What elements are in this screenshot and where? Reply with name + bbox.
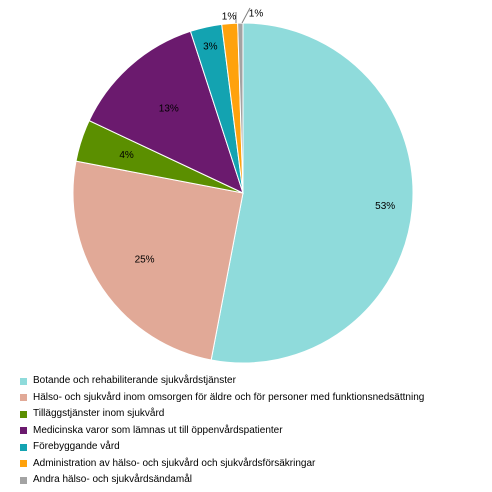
- pie-slice: [237, 22, 244, 194]
- legend-item: Andra hälso- och sjukvårdsändamål: [20, 472, 424, 489]
- legend-label: Administration av hälso- och sjukvård oc…: [33, 457, 316, 469]
- legend-label: Förebyggande vård: [33, 441, 120, 452]
- legend-item: Administration av hälso- och sjukvård oc…: [20, 456, 424, 473]
- legend-swatch: [20, 377, 27, 385]
- pie-slice-label: 53%: [375, 201, 395, 212]
- pie-data-labels: 53% 25% 4% 13% 3% 1% 1%: [119, 9, 395, 266]
- legend-swatch: [20, 443, 27, 451]
- pie-slice: [210, 22, 414, 364]
- pie-slices: [72, 22, 414, 364]
- legend-swatch: [20, 410, 27, 418]
- legend-swatch: [20, 394, 27, 402]
- pie-slice: [88, 30, 244, 194]
- pie-slice: [72, 160, 244, 361]
- pie-slice-label: 4%: [119, 150, 134, 161]
- pie-slice-label: 1%: [222, 12, 237, 23]
- legend-swatch: [20, 476, 27, 484]
- legend-label: Medicinska varor som lämnas ut till öppe…: [33, 424, 283, 436]
- legend-item: Botande och rehabiliterande sjukvårdstjä…: [20, 373, 424, 390]
- pie-slice-label: 1%: [249, 9, 264, 20]
- label-leader-line: [241, 7, 251, 24]
- legend-label: Tilläggstjänster inom sjukvård: [33, 408, 165, 419]
- legend-label: Hälso- och sjukvård inom omsorgen för äl…: [33, 391, 425, 403]
- legend-swatch: [20, 460, 27, 468]
- legend-label: Andra hälso- och sjukvårdsändamål: [33, 474, 192, 485]
- pie-slice-label: 25%: [135, 255, 155, 266]
- legend-swatch: [20, 427, 27, 435]
- legend-item: Förebyggande vård: [20, 439, 424, 456]
- legend-item: Hälso- och sjukvård inom omsorgen för äl…: [20, 390, 424, 407]
- legend-item: Tilläggstjänster inom sjukvård: [20, 406, 424, 423]
- pie-slice-label: 3%: [203, 42, 218, 53]
- label-leader-lines: [235, 7, 251, 24]
- legend-item: Medicinska varor som lämnas ut till öppe…: [20, 423, 424, 440]
- legend: Botande och rehabiliterande sjukvårdstjä…: [20, 373, 424, 489]
- pie-slice-label: 13%: [159, 103, 179, 114]
- legend-label: Botande och rehabiliterande sjukvårdstjä…: [33, 375, 236, 386]
